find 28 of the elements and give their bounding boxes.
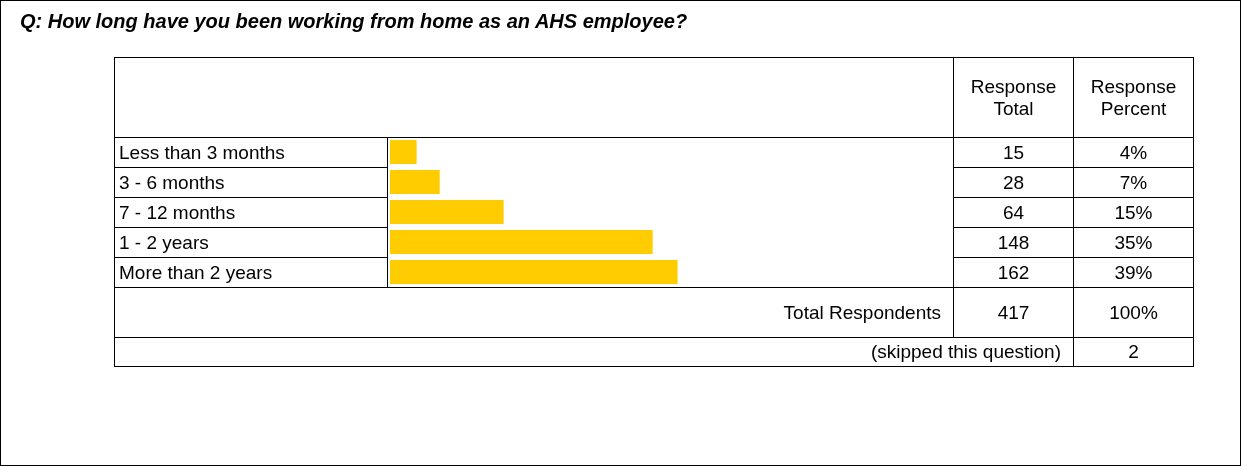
y-tick-label: 3 - 6 months <box>114 167 388 198</box>
text: Response Total <box>953 57 1074 138</box>
data-label: 15 <box>953 137 1074 168</box>
text: 39% <box>1073 257 1194 288</box>
y-tick-label: More than 2 years <box>114 257 388 288</box>
text: Response Percent <box>1073 57 1194 138</box>
data-label: 64 <box>953 197 1074 228</box>
text: (skipped this question) <box>114 337 1074 367</box>
bar <box>390 260 678 284</box>
y-tick-label: 1 - 2 years <box>114 227 388 258</box>
bar <box>390 170 440 194</box>
bar <box>390 230 653 254</box>
data-label: 148 <box>953 227 1074 258</box>
bar <box>390 140 417 164</box>
text: 15% <box>1073 197 1194 228</box>
text: 2 <box>1073 337 1194 367</box>
bar <box>390 200 504 224</box>
text: 35% <box>1073 227 1194 258</box>
data-label: 28 <box>953 167 1074 198</box>
text: 100% <box>1073 287 1194 338</box>
text: 417 <box>953 287 1074 338</box>
text: 7% <box>1073 167 1194 198</box>
text: Total Respondents <box>114 287 954 338</box>
y-tick-label: Less than 3 months <box>114 137 388 168</box>
y-tick-label: 7 - 12 months <box>114 197 388 228</box>
chart-title: Q: How long have you been working from home as an AHS employee? <box>20 10 688 33</box>
data-label: 162 <box>953 257 1074 288</box>
text: 4% <box>1073 137 1194 168</box>
